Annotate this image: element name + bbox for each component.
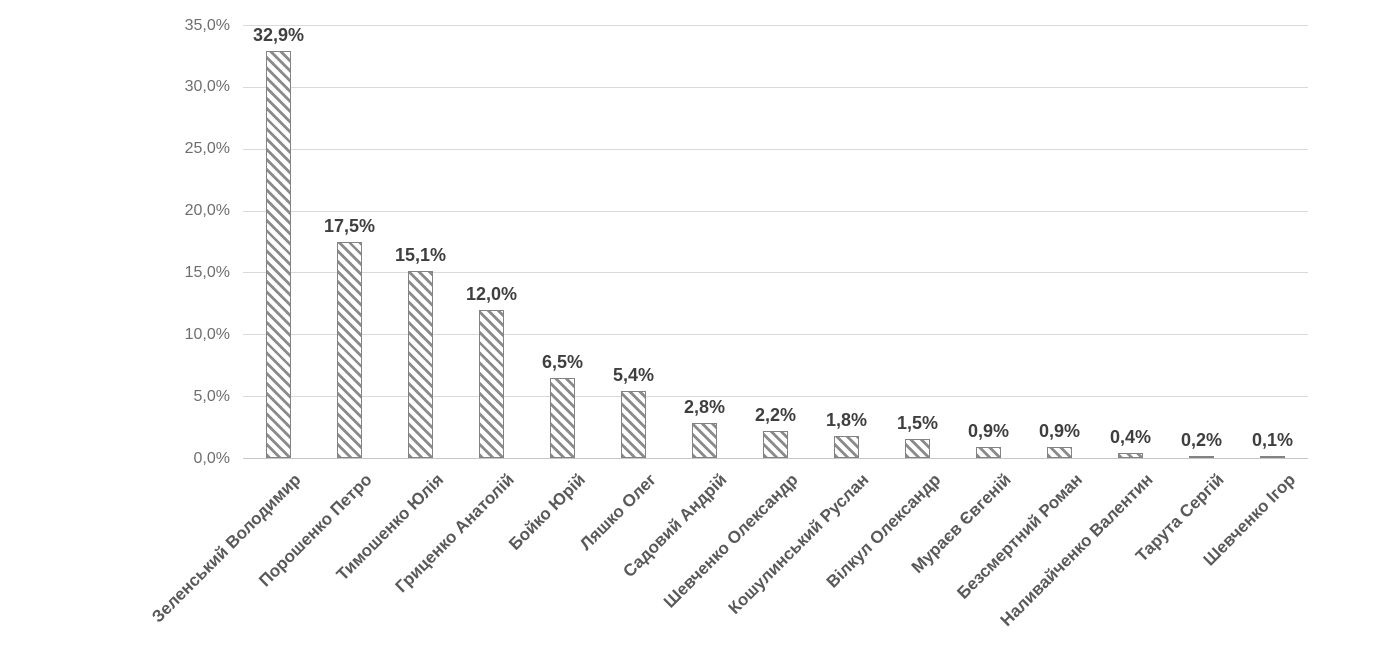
gridline [243,86,1308,88]
bar [834,435,859,458]
y-axis-tick-label: 35,0% [184,16,230,34]
bar [408,271,433,458]
bar-value-label: 17,5% [323,215,376,236]
y-axis-tick-label: 10,0% [184,325,230,343]
gridline [243,396,1308,398]
y-axis-tick-label: 15,0% [184,263,230,281]
y-axis-tick-label: 5,0% [193,387,230,405]
bar [1118,453,1143,458]
bar [337,241,362,458]
category-label: Кошулинський Руслан [725,470,873,618]
category-label: Шевченко Олександр [660,470,802,612]
bar-value-label: 5,4% [612,365,655,386]
bar-value-label: 6,5% [541,351,584,372]
bar [905,439,930,458]
gridline [243,148,1308,150]
gridline [243,272,1308,274]
gridline [243,210,1308,212]
bar-value-label: 15,1% [394,245,447,266]
bar-value-label: 0,9% [1038,420,1081,441]
bar-value-label: 32,9% [252,24,305,45]
bar-value-label: 2,8% [683,397,726,418]
x-axis-line [243,458,1308,459]
bar-value-label: 0,4% [1109,427,1152,448]
gridline [243,334,1308,336]
bar [692,423,717,458]
y-axis-tick-label: 20,0% [184,202,230,220]
bar [1260,456,1285,458]
bar [1047,446,1072,458]
bar [1189,455,1214,458]
bar-value-label: 0,1% [1251,430,1294,450]
category-label: Безсмертний Роман [953,470,1086,603]
bar-value-label: 1,5% [896,413,939,434]
bar-value-label: 0,9% [967,420,1010,441]
y-axis-tick-label: 30,0% [184,78,230,96]
bar [763,430,788,458]
bar-value-label: 0,2% [1180,429,1223,450]
gridline [243,25,1308,26]
bar-value-label: 12,0% [465,283,518,304]
bar [550,377,575,458]
y-axis-tick-label: 0,0% [193,449,230,467]
bar-value-label: 1,8% [825,409,868,430]
bar [976,446,1001,458]
bar [266,50,291,458]
bar [621,391,646,458]
y-axis-tick-label: 25,0% [184,140,230,158]
bar-value-label: 2,2% [754,404,797,425]
bar [479,309,504,458]
category-label: Гриценко Анатолій [391,470,518,597]
